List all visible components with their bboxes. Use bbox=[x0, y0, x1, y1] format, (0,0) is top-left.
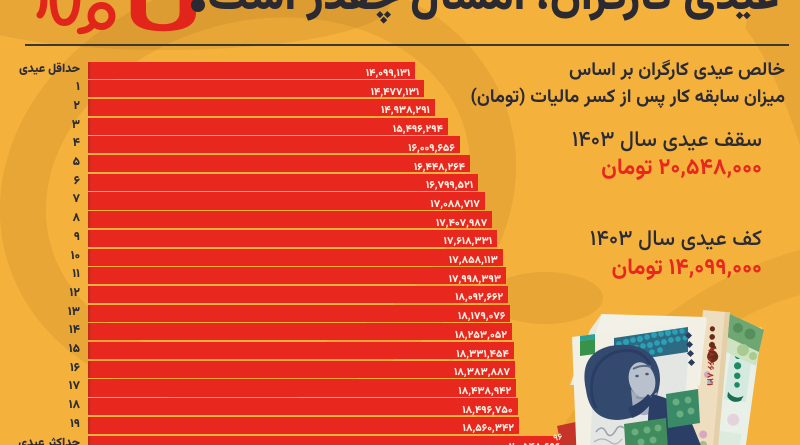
svg-text:۹۶: ۹۶ bbox=[552, 430, 564, 445]
svg-text:۸۲۱ ۹۸۰۶۶: ۸۲۱ ۹۸۰۶۶ bbox=[702, 347, 717, 386]
